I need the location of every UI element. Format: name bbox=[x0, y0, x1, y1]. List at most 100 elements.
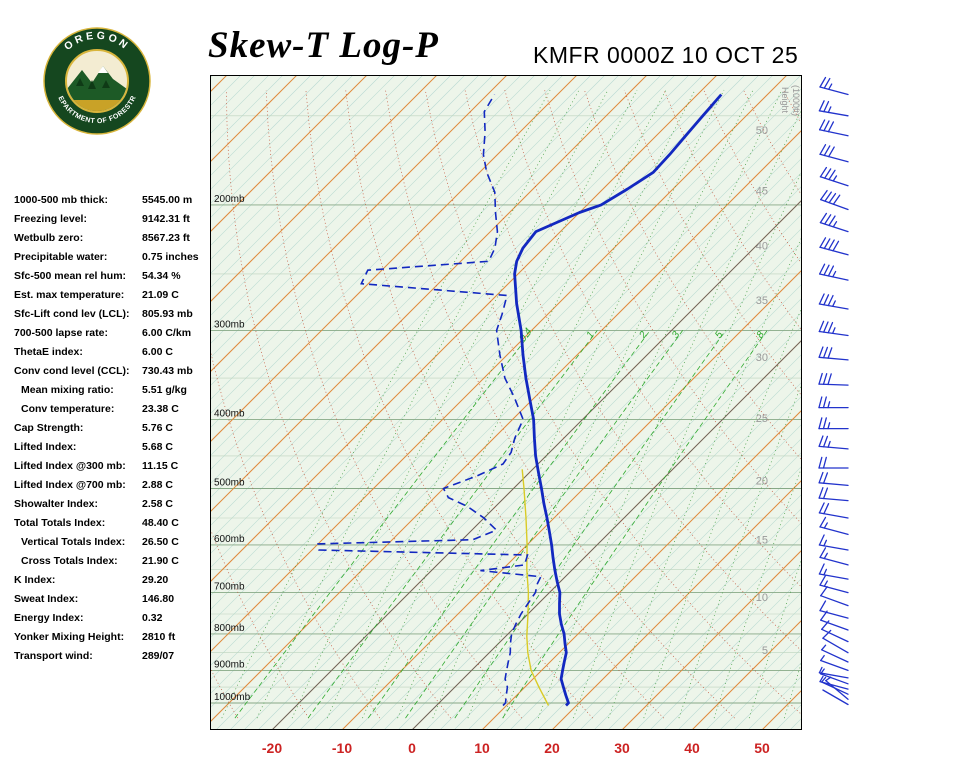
svg-text:35: 35 bbox=[756, 295, 768, 307]
svg-text:600mb: 600mb bbox=[214, 534, 245, 545]
index-row: Lifted Index: 5.68 C bbox=[14, 438, 212, 457]
svg-text:300mb: 300mb bbox=[214, 319, 245, 330]
index-row: Cap Strength: 5.76 C bbox=[14, 419, 212, 438]
svg-text:400mb: 400mb bbox=[214, 408, 245, 419]
index-value: 54.34 % bbox=[142, 270, 181, 282]
index-label: Total Totals Index: bbox=[14, 517, 106, 529]
index-value: 146.80 bbox=[142, 593, 175, 605]
svg-text:40: 40 bbox=[756, 240, 768, 252]
index-label: Sfc-Lift cond lev (LCL): bbox=[14, 308, 130, 320]
index-value: 11.15 C bbox=[142, 460, 179, 472]
indices-panel: 1000-500 mb thick: 5545.00 m Freezing leve… bbox=[14, 191, 212, 666]
index-label: Freezing level: bbox=[14, 213, 87, 225]
index-label: Sfc-500 mean rel hum: bbox=[14, 270, 127, 282]
svg-text:20: 20 bbox=[544, 740, 560, 756]
index-row: Precipitable water: 0.75 inches bbox=[14, 248, 212, 267]
svg-text:50: 50 bbox=[754, 740, 770, 756]
index-value: 2.58 C bbox=[142, 498, 173, 510]
index-label: Transport wind: bbox=[14, 650, 93, 662]
index-label: K Index: bbox=[14, 574, 56, 586]
svg-text:1000mb: 1000mb bbox=[214, 692, 251, 703]
index-label: Yonker Mixing Height: bbox=[14, 631, 125, 643]
index-value: 5.76 C bbox=[142, 422, 173, 434]
index-value: 6.00 C/km bbox=[142, 327, 192, 339]
svg-text:-10: -10 bbox=[332, 740, 352, 756]
svg-text:1: 1 bbox=[585, 330, 597, 341]
index-value: 23.38 C bbox=[142, 403, 179, 415]
station-time-label: KMFR 0000Z 10 OCT 25 bbox=[533, 42, 799, 68]
index-value: 21.09 C bbox=[142, 289, 179, 301]
index-label: Sweat Index: bbox=[14, 593, 79, 605]
index-label: Cross Totals Index: bbox=[21, 555, 118, 567]
svg-text:5: 5 bbox=[762, 645, 768, 657]
wind-barbs-svg bbox=[818, 76, 849, 706]
index-label: Conv temperature: bbox=[21, 403, 115, 415]
page-title: Skew-T Log-P bbox=[208, 25, 439, 66]
svg-text:800mb: 800mb bbox=[214, 623, 245, 634]
index-row: Lifted Index @300 mb: 11.15 C bbox=[14, 457, 212, 476]
index-label: Lifted Index @300 mb: bbox=[14, 460, 126, 472]
index-value: 5.68 C bbox=[142, 441, 173, 453]
svg-text:200mb: 200mb bbox=[214, 194, 245, 205]
index-label: Conv cond level (CCL): bbox=[14, 365, 130, 377]
index-value: 5.51 g/kg bbox=[142, 384, 187, 396]
index-row: Energy Index: 0.32 bbox=[14, 609, 212, 628]
index-row: Wetbulb zero: 8567.23 ft bbox=[14, 229, 212, 248]
index-label: Showalter Index: bbox=[14, 498, 99, 510]
svg-text:3: 3 bbox=[670, 329, 682, 340]
index-row: 1000-500 mb thick: 5545.00 m bbox=[14, 191, 212, 210]
index-row: Est. max temperature: 21.09 C bbox=[14, 286, 212, 305]
index-value: 0.75 inches bbox=[142, 251, 199, 263]
index-row: Sfc-500 mean rel hum: 54.34 % bbox=[14, 267, 212, 286]
svg-text:30: 30 bbox=[756, 352, 768, 364]
svg-text:5: 5 bbox=[713, 329, 725, 340]
svg-text:-20: -20 bbox=[262, 740, 282, 756]
index-value: 730.43 mb bbox=[142, 365, 193, 377]
svg-text:0: 0 bbox=[408, 740, 416, 756]
index-row: 700-500 lapse rate: 6.00 C/km bbox=[14, 324, 212, 343]
svg-text:10: 10 bbox=[474, 740, 490, 756]
index-row: Sfc-Lift cond lev (LCL): 805.93 mb bbox=[14, 305, 212, 324]
index-value: 5545.00 m bbox=[142, 194, 193, 206]
index-value: 805.93 mb bbox=[142, 308, 193, 320]
index-value: 0.32 bbox=[142, 612, 163, 624]
svg-text:700mb: 700mb bbox=[214, 582, 245, 593]
svg-text:40: 40 bbox=[684, 740, 700, 756]
index-value: 289/07 bbox=[142, 650, 175, 662]
index-row: Yonker Mixing Height: 2810 ft bbox=[14, 628, 212, 647]
index-row: Lifted Index @700 mb: 2.88 C bbox=[14, 476, 212, 495]
index-row: Conv cond level (CCL): 730.43 mb bbox=[14, 362, 212, 381]
index-label: Precipitable water: bbox=[14, 251, 108, 263]
index-label: Cap Strength: bbox=[14, 422, 84, 434]
svg-text:(1000ft): (1000ft) bbox=[791, 85, 801, 116]
svg-text:30: 30 bbox=[614, 740, 630, 756]
index-value: 2810 ft bbox=[142, 631, 176, 643]
index-row: Sweat Index: 146.80 bbox=[14, 590, 212, 609]
index-value: 2.88 C bbox=[142, 479, 173, 491]
odf-logo-svg: OREGON DEPARTMENT OF FORESTRY bbox=[39, 21, 151, 135]
svg-text:25: 25 bbox=[756, 413, 768, 425]
index-label: Lifted Index: bbox=[14, 441, 77, 453]
logo-forest-scene bbox=[67, 66, 127, 111]
index-value: 9142.31 ft bbox=[142, 213, 190, 225]
svg-text:15: 15 bbox=[756, 535, 768, 547]
index-row: ThetaE index: 6.00 C bbox=[14, 343, 212, 362]
index-row: Conv temperature: 23.38 C bbox=[14, 400, 212, 419]
index-row: Freezing level: 9142.31 ft bbox=[14, 210, 212, 229]
index-value: 29.20 bbox=[142, 574, 169, 586]
index-label: ThetaE index: bbox=[14, 346, 83, 358]
index-row: Mean mixing ratio: 5.51 g/kg bbox=[14, 381, 212, 400]
index-row: Cross Totals Index: 21.90 C bbox=[14, 552, 212, 571]
index-label: 1000-500 mb thick: bbox=[14, 194, 108, 206]
index-label: 700-500 lapse rate: bbox=[14, 327, 108, 339]
skewt-chart: 0.4 1 2 3 5 8 200mb 300mb 400mb 500mb 600mb 700mb 80… bbox=[210, 75, 802, 768]
wind-barb-column bbox=[806, 75, 956, 740]
index-row: Transport wind: 289/07 bbox=[14, 647, 212, 666]
skewt-svg: 0.4 1 2 3 5 8200mb300mb400mb500mb600mb700mb80… bbox=[210, 75, 802, 756]
index-row: Vertical Totals Index: 26.50 C bbox=[14, 533, 212, 552]
svg-text:Height: Height bbox=[780, 87, 790, 114]
index-label: Energy Index: bbox=[14, 612, 84, 624]
index-value: 21.90 C bbox=[142, 555, 179, 567]
index-value: 26.50 C bbox=[142, 536, 179, 548]
